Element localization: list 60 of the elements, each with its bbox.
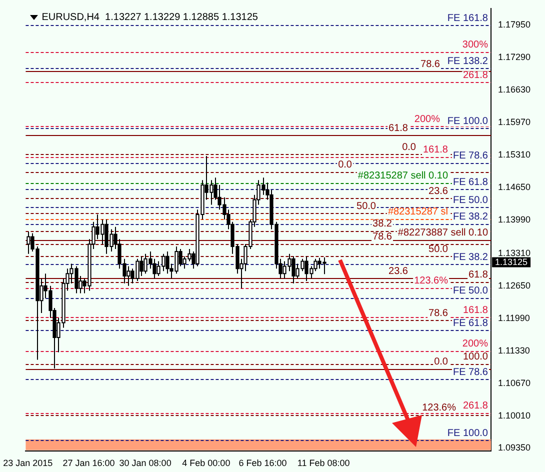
annotation: 123.6%	[422, 402, 456, 414]
annotation: 23.6	[388, 266, 408, 277]
annotation: 0.0	[402, 142, 416, 153]
annotation: 161.8	[422, 144, 448, 156]
chart-title: EURUSD,H4 1.13227 1.13229 1.12885 1.13125	[42, 12, 258, 24]
y-tick-label: 1.13310	[498, 248, 531, 258]
y-tick-label: 1.16630	[498, 84, 531, 95]
annotation: 78.6	[372, 231, 392, 242]
annotation: 100.0	[462, 351, 488, 362]
annotation: 50.0	[428, 244, 448, 256]
y-tick-label: 1.15310	[498, 150, 531, 160]
y-tick-label: 1.10670	[498, 378, 531, 388]
y-tick-label: 1.17290	[498, 52, 531, 62]
y-tick-label: 1.12650	[498, 280, 531, 290]
y-tick-label: 1.17950	[498, 20, 531, 30]
annotation: 61.8	[468, 270, 488, 281]
y-tick-label: 1.09350	[498, 442, 531, 453]
annotation: 0.0	[338, 159, 352, 170]
ref-line-label: FE 38.2	[452, 212, 488, 223]
ref-line-label: FE 38.2	[452, 252, 488, 263]
x-tick-label: 6 Feb 16:00	[238, 458, 287, 468]
annotation: 123.6%	[414, 276, 448, 287]
ref-line-label: #82315287 sl	[388, 206, 448, 218]
annotation: 200%	[462, 338, 488, 350]
x-tick-label: 11 Feb 08:00	[297, 458, 350, 468]
ref-line-label: FE 161.8	[447, 12, 488, 24]
annotation: 200%	[414, 114, 440, 126]
y-tick-label: 1.13990	[498, 214, 531, 224]
y-tick-label: 1.11990	[498, 312, 530, 323]
ref-line-label: FE 61.8	[452, 318, 488, 329]
ref-line-label: FE 61.8	[452, 177, 488, 188]
annotation: 61.8	[388, 123, 408, 134]
y-tick-label: 1.10010	[498, 410, 531, 420]
ref-line-label: FE 100.0	[447, 428, 488, 440]
text: 1.13125	[495, 256, 528, 267]
annotation: 23.6	[428, 186, 448, 198]
annotation: 261.8	[462, 400, 488, 412]
ref-line-label: FE 78.6	[452, 150, 488, 162]
ref-line-label: #82273887 sell 0.10	[398, 227, 488, 238]
annotation: 261.8	[462, 70, 488, 81]
annotation: 38.2	[372, 218, 392, 230]
ref-line-label: #82315287 sell 0.10	[358, 170, 448, 182]
ref-line-label: FE 78.6	[452, 367, 488, 378]
annotation: 161.8	[462, 305, 488, 316]
x-tick-label: 23 Jan 2015	[3, 458, 53, 468]
ref-line-label: FE 50.0	[452, 285, 488, 296]
y-tick-label: 1.11330	[498, 345, 530, 356]
y-tick-label: 1.14650	[498, 182, 531, 192]
annotation: 300%	[462, 39, 488, 50]
ref-line-label: FE 50.0	[452, 194, 488, 206]
ref-line-label: FE 100.0	[447, 116, 488, 128]
annotation: 50.0	[356, 200, 376, 212]
ref-line-label: FE 138.2	[447, 56, 488, 68]
annotation: 78.6	[428, 308, 448, 320]
x-tick-label: 30 Jan 08:00	[119, 458, 172, 468]
y-tick-label: 1.15970	[498, 117, 531, 128]
x-tick-label: 27 Jan 16:00	[62, 458, 115, 468]
x-tick-label: 4 Feb 00:00	[182, 458, 230, 468]
annotation: 0.0	[434, 356, 448, 368]
annotation: 78.6	[420, 59, 440, 70]
